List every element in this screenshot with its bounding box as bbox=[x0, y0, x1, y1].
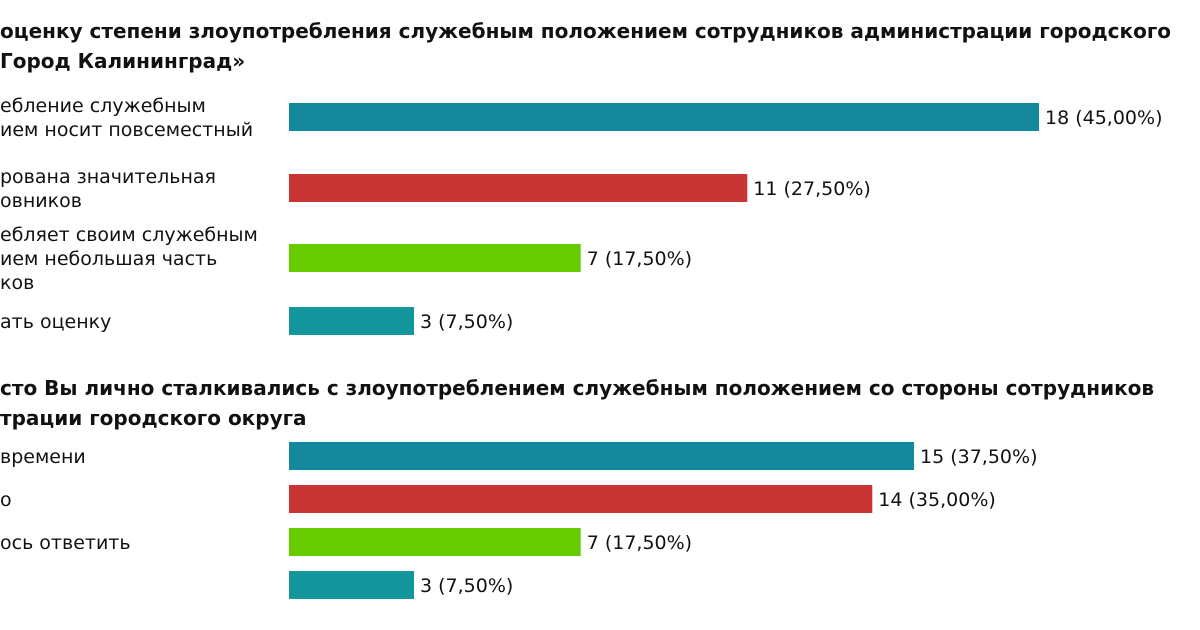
data-label: 3 (7,50%) bbox=[420, 575, 513, 597]
bar bbox=[289, 528, 581, 556]
bar bbox=[289, 244, 581, 272]
bar bbox=[289, 485, 873, 513]
bar bbox=[289, 442, 914, 470]
category-label: ось ответить bbox=[0, 532, 131, 554]
question-1-title-line: оценку степени злоупотребления служебным… bbox=[0, 19, 1171, 43]
question-1-chart: оценку степени злоупотребления служебным… bbox=[0, 19, 1171, 335]
bar bbox=[289, 174, 748, 202]
data-label: 11 (27,50%) bbox=[753, 178, 871, 200]
category-label: овников bbox=[0, 190, 82, 212]
data-label: 18 (45,00%) bbox=[1045, 107, 1163, 129]
data-label: 15 (37,50%) bbox=[920, 446, 1038, 468]
question-2-title-line: сто Вы лично сталкивались с злоупотребле… bbox=[0, 376, 1154, 400]
data-label: 3 (7,50%) bbox=[420, 311, 513, 333]
question-2-chart: сто Вы лично сталкивались с злоупотребле… bbox=[0, 376, 1154, 599]
category-label: времени bbox=[0, 446, 86, 468]
bar bbox=[289, 307, 414, 335]
category-label: ием носит повсеместный bbox=[0, 119, 253, 141]
data-label: 7 (17,50%) bbox=[587, 532, 692, 554]
question-1-title-line: Город Калининград» bbox=[0, 49, 245, 73]
category-label: ков bbox=[0, 272, 34, 294]
bar bbox=[289, 103, 1039, 131]
category-label: ебление служебным bbox=[0, 95, 206, 117]
data-label: 7 (17,50%) bbox=[587, 248, 692, 270]
category-label: ебляет своим служебным bbox=[0, 224, 258, 246]
question-2-title-line: трации городского округа bbox=[0, 406, 307, 430]
category-label: ать оценку bbox=[0, 311, 111, 333]
category-label: ием небольшая часть bbox=[0, 248, 217, 270]
data-label: 14 (35,00%) bbox=[878, 489, 996, 511]
category-label: рована значительная bbox=[0, 166, 216, 188]
category-label: о bbox=[0, 489, 12, 511]
bar bbox=[289, 571, 414, 599]
